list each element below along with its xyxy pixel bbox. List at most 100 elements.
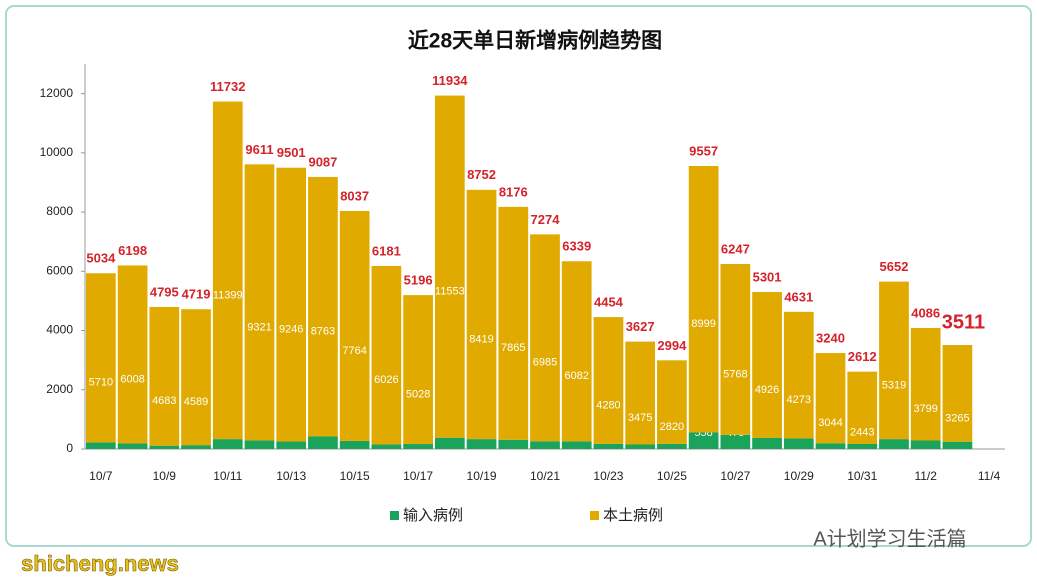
y-tick-label: 6000	[46, 263, 73, 277]
legend-label: 本土病例	[603, 507, 663, 524]
total-label: 5301	[753, 269, 782, 284]
bar-segment	[244, 440, 275, 449]
total-label: 3627	[626, 319, 655, 334]
bar-label: 5319	[882, 379, 906, 391]
bar-segment	[371, 444, 402, 449]
bar-label: 4683	[152, 395, 176, 407]
bar-label: 7865	[501, 342, 525, 354]
bar-segment	[688, 432, 719, 449]
bar-segment	[308, 436, 338, 449]
bar-segment	[561, 261, 592, 442]
total-label: 6181	[372, 243, 401, 258]
bar-segment	[308, 176, 338, 437]
bar-segment	[752, 437, 782, 449]
x-tick-label: 10/27	[720, 469, 750, 483]
total-label: 2994	[657, 338, 687, 353]
bar-segment	[530, 234, 560, 442]
total-label: 9557	[689, 143, 718, 158]
x-tick-label: 10/11	[213, 469, 242, 483]
bar-label: 6026	[374, 374, 398, 386]
bar-segment	[181, 309, 211, 446]
chart-title: 近28天单日新增病例趋势图	[408, 29, 662, 53]
total-label: 4795	[150, 284, 179, 299]
bar-segment	[657, 360, 687, 444]
total-label: 9611	[245, 142, 273, 157]
total-label: 9501	[277, 145, 306, 160]
total-label: 3240	[816, 330, 845, 345]
x-tick-label: 10/29	[784, 469, 814, 483]
watermark: A计划学习生活篇	[813, 527, 966, 550]
bar-segment	[625, 341, 656, 445]
bar-label: 5028	[406, 388, 430, 400]
x-tick-label: 10/9	[153, 469, 177, 483]
bar-segment	[879, 281, 909, 440]
bar-segment	[783, 311, 814, 439]
bar-label: 5768	[723, 368, 747, 380]
bar-segment	[434, 437, 465, 449]
bar-label: 9246	[279, 324, 303, 336]
x-tick-label: 10/21	[530, 469, 560, 483]
y-tick-label: 2000	[46, 382, 73, 396]
y-tick-label: 8000	[46, 204, 73, 218]
bar-segment	[625, 444, 656, 449]
legend-swatch	[590, 511, 599, 520]
bar-segment	[498, 206, 529, 440]
bar-label: 11553	[435, 286, 465, 298]
x-tick-label: 10/19	[467, 469, 497, 483]
bar-label: 8999	[691, 318, 715, 330]
y-tick-label: 10000	[40, 145, 74, 159]
bar-segment	[815, 443, 846, 449]
bar-segment	[339, 210, 370, 441]
bar-segment	[149, 306, 180, 446]
bar-label: 11399	[213, 289, 243, 301]
total-label: 8176	[499, 184, 528, 199]
bar-segment	[783, 438, 814, 449]
bar-segment	[847, 371, 878, 444]
bar-label: 3799	[913, 403, 937, 415]
bar-segment	[276, 441, 307, 449]
y-tick-label: 4000	[46, 323, 73, 337]
total-label: 9087	[308, 154, 337, 169]
total-label: 11934	[432, 73, 468, 88]
bar-segment	[530, 441, 560, 449]
legend: 输入病例 本土病例	[390, 507, 663, 524]
bar-label: 3475	[628, 412, 652, 424]
watermark: shicheng.news	[21, 551, 179, 576]
y-tick-label: 12000	[40, 86, 74, 100]
bar-label: 4589	[184, 396, 208, 408]
bar-segment	[910, 440, 941, 449]
legend-label: 输入病例	[403, 507, 463, 524]
bar-label: 3044	[818, 417, 842, 429]
bar-segment	[657, 443, 687, 449]
y-tick-label: 0	[66, 441, 73, 455]
bar-label: 9321	[247, 321, 271, 333]
bar-segment	[86, 442, 116, 449]
bar-label: 4280	[596, 399, 620, 411]
bar-segment	[688, 165, 719, 433]
bar-segment	[593, 443, 624, 449]
bar-segment	[752, 292, 782, 438]
bar-segment	[942, 441, 973, 449]
bar-label: 4273	[787, 394, 811, 406]
total-label: 4631	[784, 289, 813, 304]
x-tick-label: 10/23	[593, 469, 623, 483]
total-label: 5652	[880, 259, 909, 274]
bar-segment	[181, 445, 211, 449]
total-label: 5196	[404, 273, 433, 288]
bar-segment	[117, 443, 148, 449]
bar-segment	[276, 167, 307, 442]
bar-segment	[244, 164, 275, 441]
total-label: 8752	[467, 167, 496, 182]
x-tick-label: 10/13	[276, 469, 306, 483]
bar-segment	[720, 263, 751, 435]
bar-label: 7764	[342, 345, 366, 357]
bar-segment	[212, 101, 243, 440]
legend-swatch	[390, 511, 399, 520]
x-tick-label: 10/15	[340, 469, 370, 483]
bar-segment	[403, 444, 433, 449]
total-label: 8037	[340, 188, 369, 203]
bar-segment	[720, 434, 751, 449]
bar-label: 6008	[120, 373, 144, 385]
total-label: 7274	[531, 212, 561, 227]
